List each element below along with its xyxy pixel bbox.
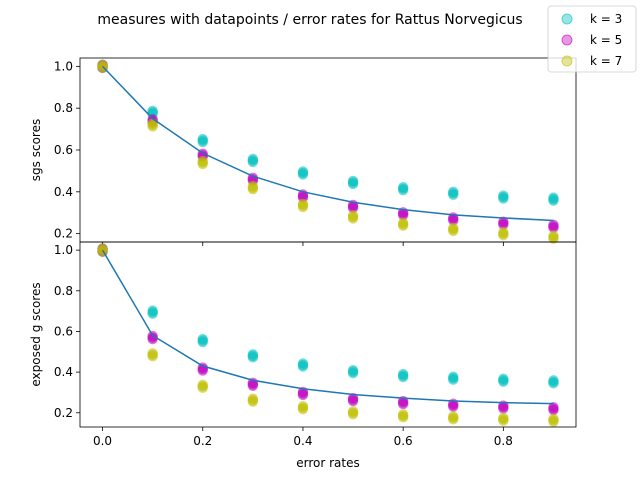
data-point [297,403,309,415]
data-point [548,233,559,244]
data-point [197,382,208,394]
data-point [347,368,359,379]
x-tick-label: 0.0 [93,434,112,448]
data-point [147,121,158,132]
data-point [297,169,309,180]
y-tick-label: 1.0 [54,59,73,73]
data-point [498,415,509,426]
data-point [498,229,509,241]
data-point [498,193,509,204]
x-tick-label: 0.8 [494,434,513,448]
data-point [448,189,459,200]
legend-marker [561,34,573,46]
data-point [297,201,309,213]
y-tick-label: 0.6 [54,143,73,157]
data-point [397,398,409,410]
data-point [247,183,259,195]
x-axis-label: error rates [296,456,360,470]
x-tick-label: 0.2 [193,434,212,448]
data-point [147,308,158,319]
data-point [97,62,108,74]
data-point [548,416,559,427]
series-k-5 [97,59,559,234]
data-point [247,396,259,407]
series-k-7 [97,243,559,427]
data-point [197,336,208,348]
legend-marker [561,13,573,25]
y-tick-label: 0.6 [54,324,73,338]
x-tick-label: 0.6 [394,434,413,448]
data-point [347,202,359,214]
y-tick-label: 0.4 [54,185,73,199]
y-tick-label: 1.0 [54,243,73,257]
data-point [448,401,459,412]
data-point [347,409,359,420]
data-point [498,219,509,230]
data-point [448,374,459,385]
data-point [197,158,208,170]
data-point [347,178,359,190]
data-point [347,395,359,407]
y-tick-label: 0.2 [54,227,73,241]
legend: k = 3 k = 5 k = 7 [547,5,637,73]
panel-1: 0.2 0.4 0.6 0.8 1.0 sgs scores [29,57,577,246]
legend-label: k = 7 [590,54,622,68]
data-point [498,403,509,414]
data-point [448,414,459,425]
data-point [247,352,259,363]
data-point [397,412,409,423]
y-tick-label: 0.4 [54,365,73,379]
data-point [397,220,409,231]
data-point [548,195,559,206]
plot-frame [79,241,577,428]
y-axis-label: exposed g scores [29,282,43,386]
series-k-3 [97,243,559,389]
data-point [498,376,509,387]
legend-label: k = 5 [590,33,622,47]
x-tick-label: 0.4 [293,434,312,448]
y-tick-label: 0.2 [54,406,73,420]
data-point [247,156,259,168]
legend-label: k = 3 [590,12,622,26]
data-point [548,222,559,234]
plot-frame [79,57,577,243]
y-tick-label: 0.8 [54,284,73,298]
y-tick-label: 0.8 [54,101,73,115]
data-point [247,380,259,392]
data-point [397,184,409,196]
data-point [448,215,459,226]
data-point [397,210,409,221]
data-point [548,378,559,389]
series-k-7 [97,59,559,244]
series-k-3 [97,59,559,206]
panel-2: 0.2 0.4 0.6 0.8 1.0 exposed g scores 0.0 0.2 0.4… [29,241,577,448]
data-point [147,351,158,362]
data-point [197,136,208,148]
plot-panels: 0.2 0.4 0.6 0.8 1.0 sgs scores 0.2 0.4 0.6 0.8 1.0… [29,57,577,448]
fit-line [102,65,554,222]
fit-line [101,249,554,405]
data-point [197,365,208,376]
chart-title: measures with datapoints / error rates f… [97,12,522,28]
data-point [347,213,359,224]
data-point [548,405,559,416]
series-k-5 [97,243,559,416]
data-point [297,389,309,401]
y-axis-label: sgs scores [29,119,43,181]
data-point [297,361,309,372]
legend-marker [561,55,573,67]
data-point [448,225,459,237]
data-point [397,371,409,383]
